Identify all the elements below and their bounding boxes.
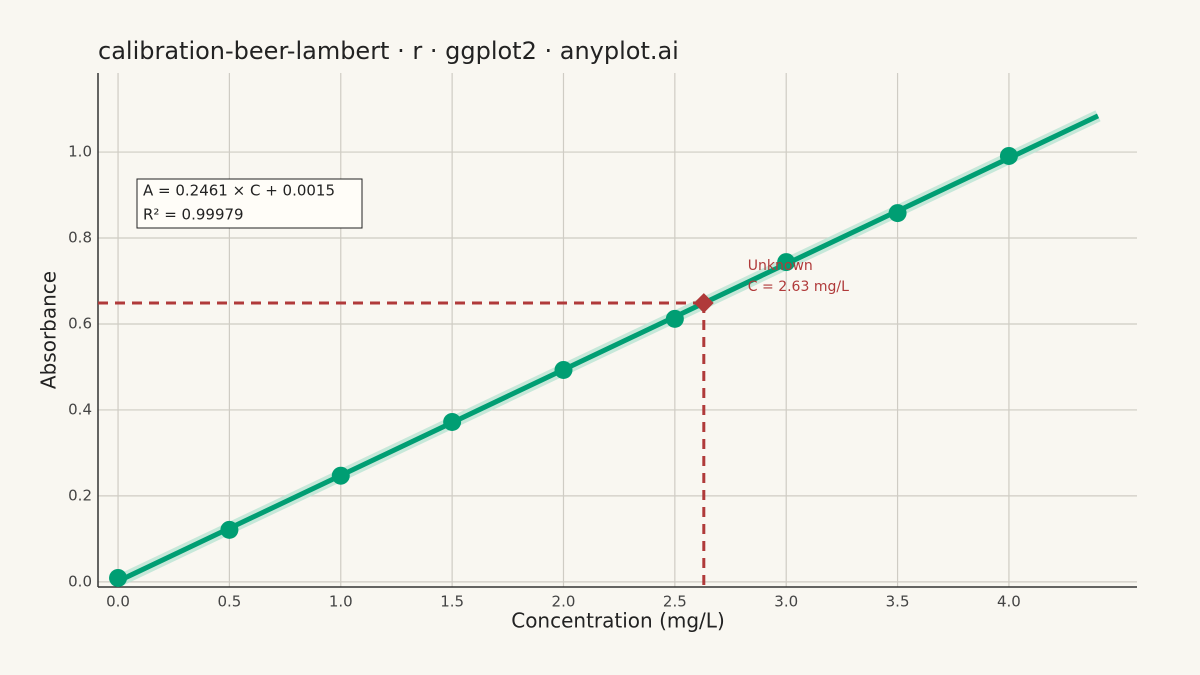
y-axis-label: Absorbance [37,271,61,389]
calibration-point [777,253,796,272]
y-tick-label: 0.8 [68,229,92,247]
unknown-label: Unknown [748,258,813,274]
fit-line [116,113,1100,584]
unknown-marker [693,293,714,313]
calibration-point [999,146,1018,165]
calibration-point [331,466,350,485]
x-tick-label: 4.0 [997,593,1021,611]
calibration-point [665,309,684,328]
calibration-point [888,204,907,223]
y-tick-label: 0.6 [68,314,92,332]
calibration-point [443,412,462,431]
chart-title: calibration-beer-lambert · r · ggplot2 ·… [98,37,679,65]
equation-text: R² = 0.99979 [143,206,244,224]
y-tick-label: 0.0 [68,572,92,590]
x-tick-label: 1.5 [440,593,464,611]
x-tick-label: 3.5 [886,593,910,611]
x-axis-label: Concentration (mg/L) [511,609,725,633]
x-tick-label: 1.0 [329,593,353,611]
x-tick-label: 2.5 [663,593,687,611]
x-tick-label: 3.0 [774,593,798,611]
x-tick-label: 0.0 [106,593,130,611]
equation-box [136,178,363,229]
x-tick-label: 0.5 [217,593,241,611]
equation-text: A = 0.2461 × C + 0.0015 [143,182,335,200]
y-tick-label: 1.0 [68,143,92,161]
x-tick-label: 2.0 [552,593,576,611]
y-tick-label: 0.4 [68,400,92,418]
y-tick-label: 0.2 [68,486,92,504]
calibration-point [554,360,573,379]
unknown-label: C = 2.63 mg/L [748,279,849,295]
calibration-point [220,520,239,539]
calibration-point [109,568,128,587]
